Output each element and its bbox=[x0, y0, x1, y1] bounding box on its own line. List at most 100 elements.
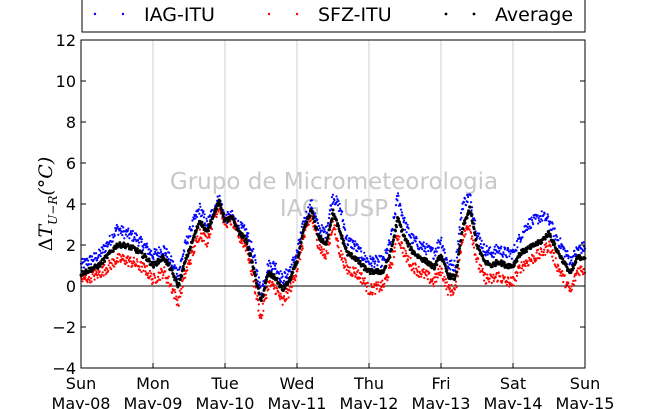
sfz-itu-point bbox=[365, 285, 368, 288]
sfz-itu-point bbox=[361, 277, 364, 280]
iag-itu-point bbox=[314, 215, 317, 218]
sfz-itu-point bbox=[202, 239, 206, 242]
average-point bbox=[342, 239, 346, 243]
iag-itu-point bbox=[155, 248, 158, 251]
iag-itu-point bbox=[437, 239, 440, 242]
iag-itu-point bbox=[373, 265, 376, 269]
iag-itu-point bbox=[394, 204, 398, 207]
sfz-itu-point bbox=[429, 278, 432, 281]
average-point bbox=[299, 241, 303, 245]
sfz-itu-point bbox=[257, 309, 260, 312]
sfz-itu-point bbox=[518, 264, 521, 267]
sfz-itu-point bbox=[160, 268, 163, 271]
sfz-itu-point bbox=[547, 249, 550, 252]
sfz-itu-point bbox=[136, 260, 139, 263]
sfz-itu-point bbox=[271, 280, 274, 284]
iag-itu-point bbox=[210, 208, 214, 212]
sfz-itu-point bbox=[107, 264, 110, 267]
sfz-itu-point bbox=[463, 229, 467, 233]
sfz-itu-point bbox=[205, 245, 209, 248]
iag-itu-point bbox=[134, 238, 137, 241]
sfz-itu-point bbox=[441, 271, 444, 274]
sfz-itu-point bbox=[572, 283, 576, 287]
sfz-itu-point bbox=[203, 232, 206, 235]
iag-itu-point bbox=[481, 246, 484, 249]
sfz-itu-point bbox=[378, 290, 381, 293]
average-point bbox=[311, 211, 315, 215]
iag-itu-point bbox=[191, 219, 194, 222]
sfz-itu-point bbox=[101, 271, 104, 274]
sfz-itu-point bbox=[405, 260, 408, 263]
iag-itu-point bbox=[154, 252, 157, 255]
iag-itu-point bbox=[372, 260, 375, 263]
average-point bbox=[486, 260, 490, 263]
iag-itu-point bbox=[216, 195, 219, 198]
iag-itu-point bbox=[515, 239, 519, 243]
sfz-itu-point bbox=[340, 249, 343, 253]
sfz-itu-point bbox=[290, 290, 293, 293]
sfz-itu-point bbox=[535, 251, 538, 254]
sfz-itu-point bbox=[142, 269, 145, 272]
iag-itu-point bbox=[252, 247, 255, 251]
average-point bbox=[176, 285, 180, 289]
iag-itu-point bbox=[90, 263, 93, 266]
iag-itu-point bbox=[539, 220, 542, 224]
iag-itu-point bbox=[526, 222, 530, 226]
sfz-itu-point bbox=[488, 277, 491, 280]
iag-itu-point bbox=[460, 216, 463, 219]
sfz-itu-point bbox=[555, 266, 558, 269]
sfz-itu-point bbox=[382, 285, 385, 288]
iag-itu-point bbox=[316, 218, 319, 221]
sfz-itu-point bbox=[161, 270, 164, 273]
iag-itu-point bbox=[495, 243, 498, 246]
iag-itu-point bbox=[530, 216, 533, 219]
iag-itu-point bbox=[393, 215, 396, 219]
sfz-itu-point bbox=[545, 242, 548, 245]
average-point bbox=[222, 212, 226, 216]
sfz-itu-point bbox=[374, 292, 377, 295]
iag-itu-point bbox=[341, 210, 344, 213]
average-point bbox=[232, 218, 236, 222]
sfz-itu-point bbox=[110, 262, 113, 265]
iag-itu-point bbox=[158, 246, 161, 249]
sfz-itu-point bbox=[265, 296, 268, 300]
average-point bbox=[306, 217, 310, 221]
sfz-itu-point bbox=[369, 292, 372, 295]
iag-itu-point bbox=[386, 252, 389, 255]
ylabel-T: T bbox=[35, 224, 57, 238]
iag-itu-point bbox=[456, 248, 459, 251]
sfz-itu-point bbox=[494, 276, 497, 279]
sfz-itu-point bbox=[558, 270, 561, 273]
average-point bbox=[384, 264, 388, 268]
iag-itu-point bbox=[184, 239, 187, 242]
sfz-itu-point bbox=[261, 302, 264, 305]
iag-itu-point bbox=[241, 222, 244, 225]
iag-itu-point bbox=[146, 245, 149, 248]
sfz-itu-point bbox=[204, 235, 208, 238]
sfz-itu-point bbox=[475, 260, 478, 263]
average-point bbox=[212, 214, 216, 218]
legend-marker-iag-itu bbox=[93, 12, 97, 16]
iag-itu-point bbox=[479, 236, 482, 239]
iag-itu-point bbox=[199, 205, 202, 208]
sfz-itu-point bbox=[369, 291, 372, 294]
sfz-itu-point bbox=[556, 269, 559, 273]
sfz-itu-point bbox=[360, 272, 363, 275]
sfz-itu-point bbox=[90, 280, 93, 283]
average-point bbox=[332, 212, 336, 216]
average-point bbox=[470, 219, 474, 223]
sfz-itu-point bbox=[399, 246, 403, 250]
sfz-itu-point bbox=[116, 256, 119, 260]
iag-itu-point bbox=[129, 230, 132, 233]
sfz-itu-point bbox=[252, 285, 255, 288]
average-point bbox=[473, 233, 477, 237]
iag-itu-point bbox=[555, 235, 558, 238]
sfz-itu-point bbox=[199, 232, 203, 235]
iag-itu-point bbox=[152, 258, 155, 261]
iag-itu-point bbox=[372, 257, 375, 260]
iag-itu-point bbox=[284, 271, 287, 275]
sfz-itu-point bbox=[371, 291, 374, 294]
sfz-itu-point bbox=[362, 279, 365, 282]
ytick-label-7: −2 bbox=[52, 318, 76, 337]
iag-itu-point bbox=[328, 209, 332, 212]
